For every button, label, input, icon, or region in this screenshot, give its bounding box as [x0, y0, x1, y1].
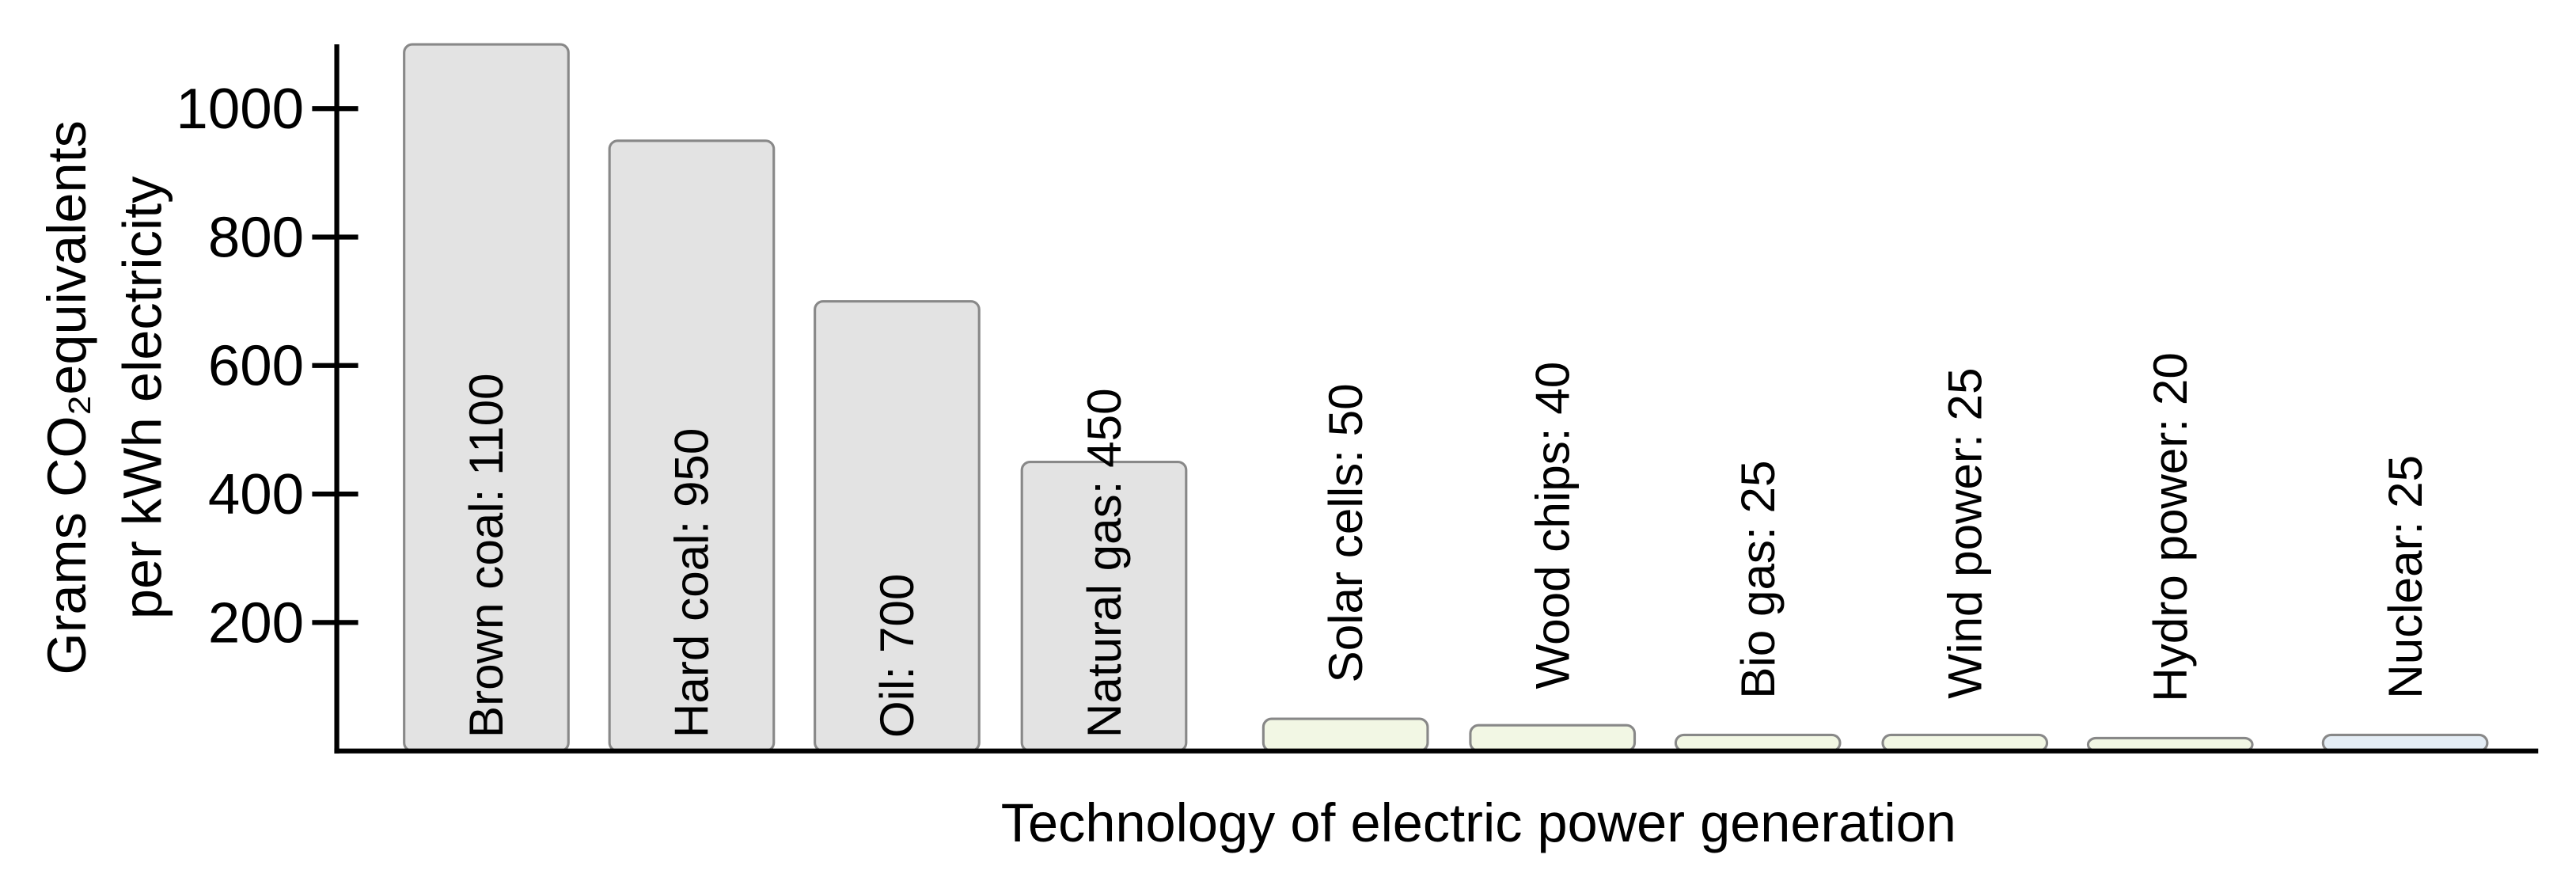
bar [1469, 724, 1637, 753]
y-tick-label: 600 [208, 334, 304, 398]
y-tick-label: 200 [208, 591, 304, 655]
bar-label: Solar cells: 50 [1319, 383, 1372, 682]
y-axis-label: Grams CO₂equivalents [36, 120, 97, 674]
bar-label: Brown coal: 1100 [460, 373, 513, 738]
bar-label: Wood chips: 40 [1526, 362, 1579, 689]
y-tick-label: 1000 [176, 77, 304, 141]
y-tick-label: 800 [208, 205, 304, 269]
bar-label: Oil: 700 [871, 574, 924, 738]
bar-label: Nuclear: 25 [2379, 455, 2432, 699]
bar-label: Hydro power: 20 [2144, 352, 2197, 702]
bar [1261, 717, 1429, 753]
y-tick-label: 400 [208, 462, 304, 526]
x-axis-label: Technology of electric power generation [1001, 792, 1956, 853]
bar-label: Bio gas: 25 [1732, 461, 1785, 699]
y-axis-label: per kWh electricity [112, 176, 173, 619]
bar-label: Wind power: 25 [1939, 368, 1992, 699]
bar-label: Hard coal: 950 [666, 428, 719, 738]
bar-label: Natural gas: 450 [1078, 388, 1131, 738]
